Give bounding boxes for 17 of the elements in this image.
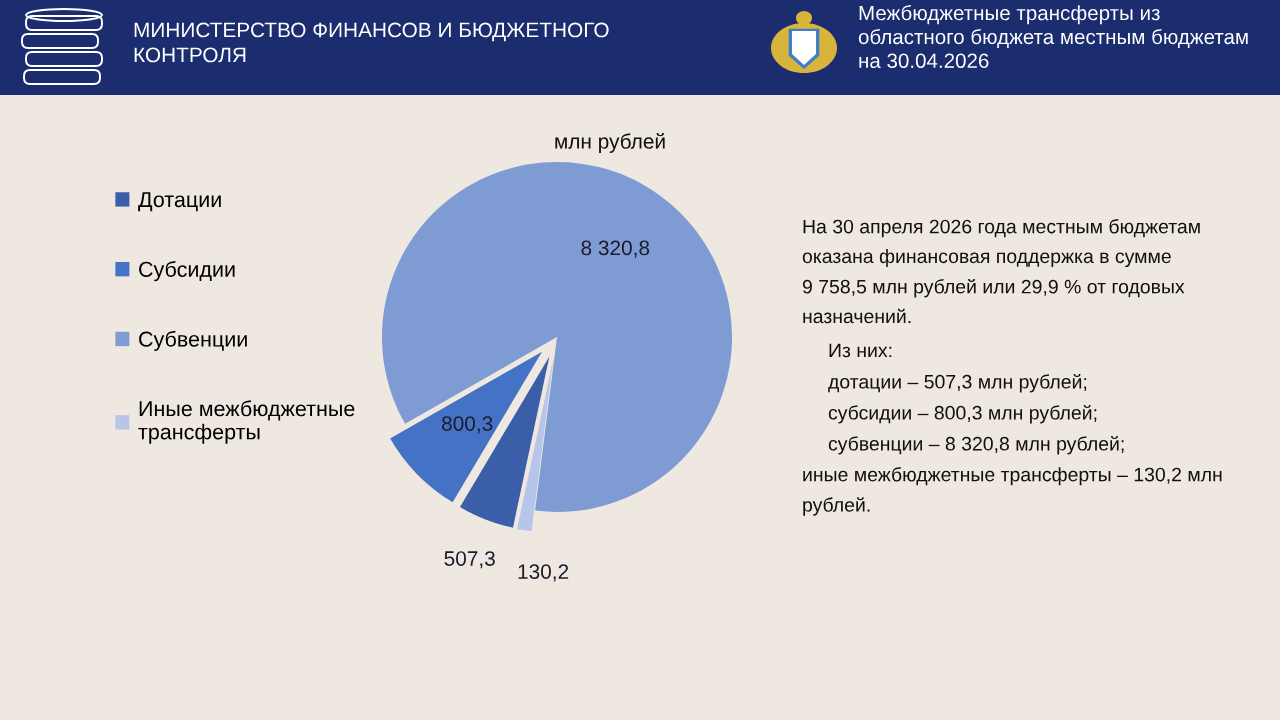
data-label: 800,3 xyxy=(442,416,493,434)
text: Межбюджетные трансферты из областного бюджета местным бюджетам на 30.04.2026 xyxy=(858,5,1248,69)
legend-label: Субвенции xyxy=(139,330,247,351)
text: дотации – 507,3 млн рублей; xyxy=(828,374,1087,393)
text: субвенции – 8 320,8 млн рублей; xyxy=(828,436,1124,455)
text: На 30 апреля 2026 года местным бюджетам оказана финансовая поддержка в сумме 9 758,5 млн рублей или 29,9 % от годовых назначений. xyxy=(802,219,1200,324)
legend-label: Иные межбюджетные трансферты xyxy=(138,400,355,444)
text: иные межбюджетные трансферты – 130,2 млн рублей. xyxy=(803,467,1222,516)
chart-subtitle: млн рублей xyxy=(555,133,665,153)
legend-label: Дотации xyxy=(138,192,221,212)
data-label: 8 320,8 xyxy=(581,240,650,258)
data-label: 130,2 xyxy=(518,564,569,582)
text: МИНИСТЕРСТВО ФИНАНСОВ И БЮДЖЕТНОГО КОНТРОЛЯ xyxy=(134,22,609,63)
text: субсидии – 800,3 млн рублей; xyxy=(828,405,1097,424)
text: Из них: xyxy=(829,343,892,358)
data-label: 507,3 xyxy=(444,551,495,569)
legend-label: Субсидии xyxy=(139,260,235,282)
